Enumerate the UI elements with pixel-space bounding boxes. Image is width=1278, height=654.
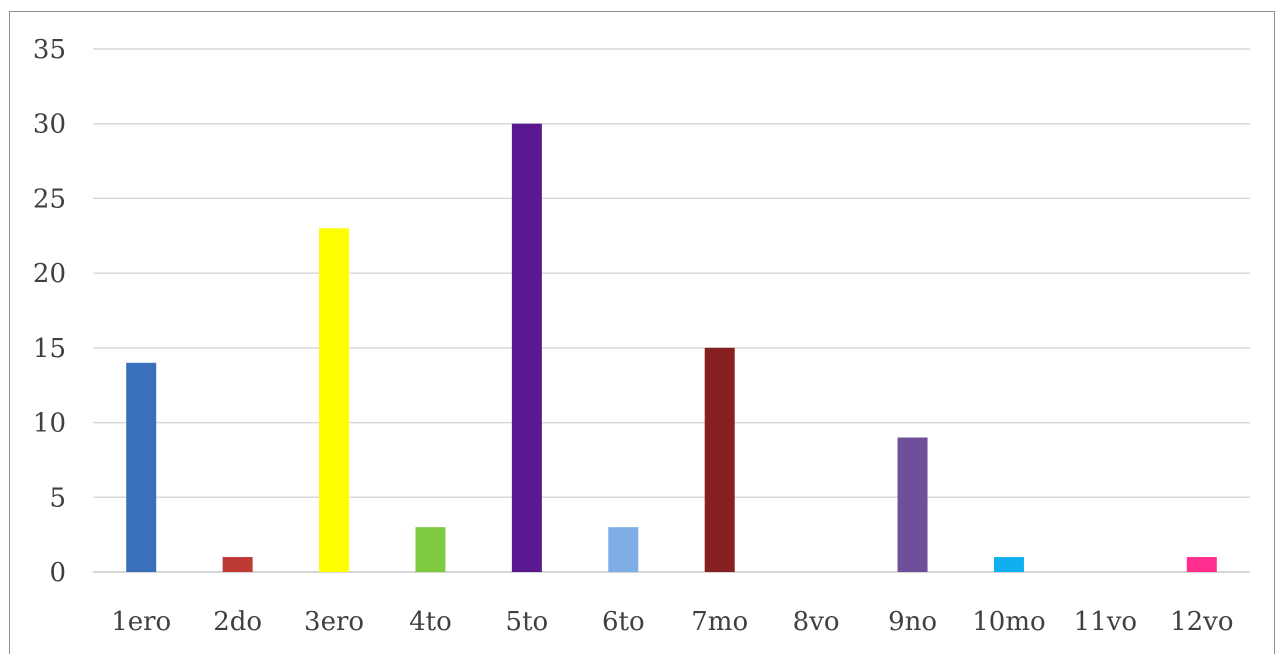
x-tick-label: 7mo [691, 607, 748, 637]
bar-12vo [1186, 557, 1217, 572]
x-tick-label: 9no [888, 607, 937, 637]
x-tick-label: 11vo [1074, 607, 1137, 637]
y-tick-label: 25 [33, 184, 66, 214]
chart-frame [9, 11, 1275, 654]
y-tick-label: 10 [33, 409, 66, 439]
bar-7mo [704, 347, 735, 572]
bar-10mo [993, 557, 1024, 572]
y-tick-label: 0 [49, 558, 66, 588]
x-tick-label: 8vo [793, 607, 840, 637]
x-tick-label: 5to [506, 607, 549, 637]
x-axis-ticks: 1ero 2do 3ero 4to 5to 6to 7mo 8vo 9no 10mo 11vo 12v… [111, 607, 1233, 637]
x-tick-label: 4to [409, 607, 452, 637]
bar-1ero [126, 362, 157, 572]
y-tick-label: 30 [33, 110, 66, 140]
bar-6to [608, 527, 639, 572]
x-tick-label: 12vo [1170, 607, 1233, 637]
x-tick-label: 2do [213, 607, 262, 637]
y-tick-label: 15 [33, 334, 66, 364]
y-tick-label: 20 [33, 259, 66, 289]
x-tick-label: 10mo [972, 607, 1045, 637]
y-tick-label: 5 [49, 483, 66, 513]
gridlines [93, 48, 1250, 573]
y-axis-ticks: 0 5 10 15 20 25 30 35 [33, 35, 66, 588]
x-tick-label: 3ero [304, 607, 364, 637]
x-tick-label: 6to [602, 607, 645, 637]
bar-5to [511, 123, 542, 572]
bar-4to [415, 527, 446, 572]
x-tick-label: 1ero [111, 607, 171, 637]
y-tick-label: 35 [33, 35, 66, 65]
bar-2do [222, 557, 253, 572]
bars [126, 123, 1217, 573]
bar-9no [897, 437, 928, 572]
bar-3ero [319, 228, 350, 573]
